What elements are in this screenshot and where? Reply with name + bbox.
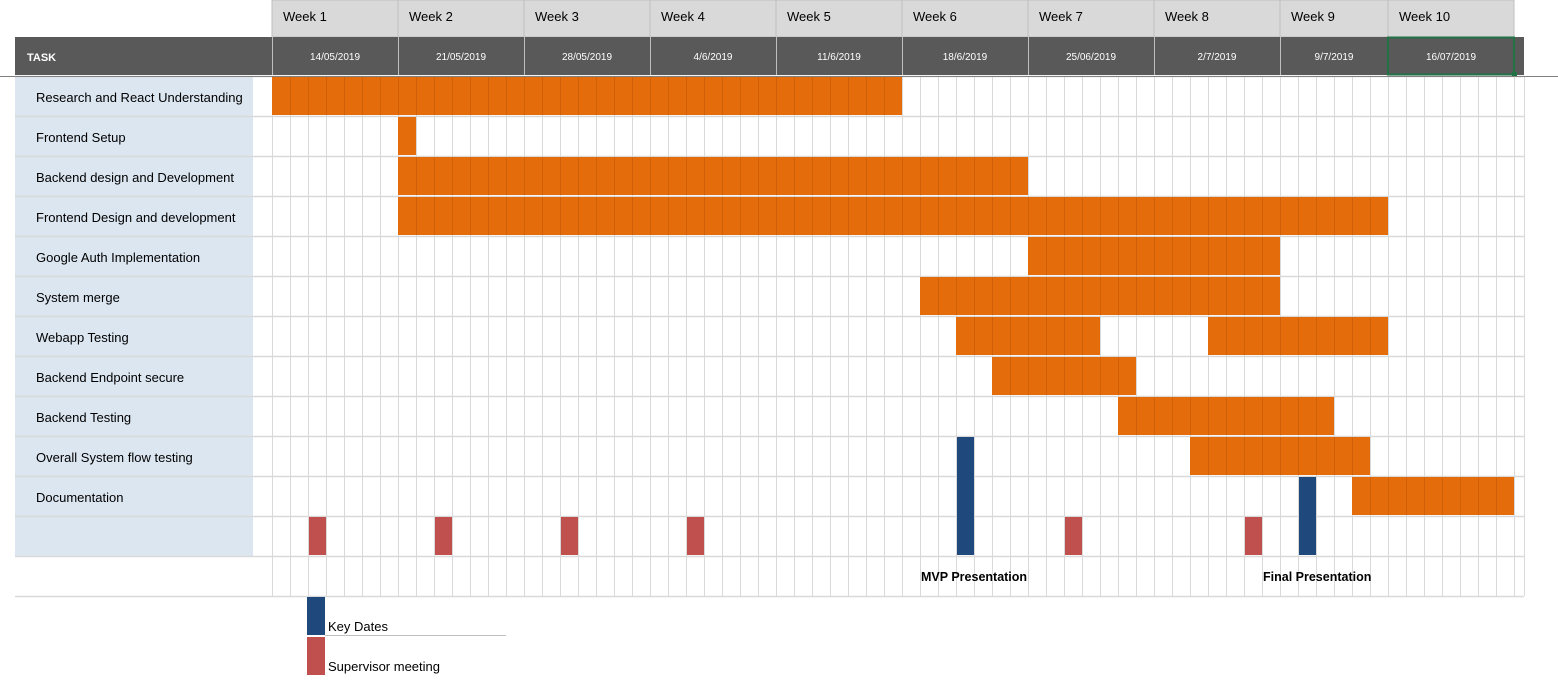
week-label: Week 5	[787, 9, 831, 24]
task-label: Webapp Testing	[36, 330, 129, 345]
supervisor-meeting-marker	[309, 517, 326, 555]
task-label: Backend design and Development	[36, 170, 234, 185]
legend-supervisor-label: Supervisor meeting	[328, 659, 440, 674]
week-label: Week 7	[1039, 9, 1083, 24]
week-date-label: 2/7/2019	[1198, 52, 1237, 63]
week-date-label: 16/07/2019	[1426, 52, 1476, 63]
week-label: Week 9	[1291, 9, 1335, 24]
key-date-annotation: MVP Presentation	[921, 570, 1027, 584]
legend-supervisor-swatch	[307, 637, 325, 675]
week-label: Week 3	[535, 9, 579, 24]
week-header-cell	[397, 0, 525, 38]
task-label: Frontend Setup	[36, 130, 126, 145]
week-date-label: 25/06/2019	[1066, 52, 1116, 63]
task-label: Backend Endpoint secure	[36, 370, 184, 385]
task-label: System merge	[36, 290, 120, 305]
selection-handle	[1512, 72, 1517, 77]
week-date-label: 4/6/2019	[694, 52, 733, 63]
task-bar	[1352, 477, 1514, 515]
task-bars	[272, 77, 1514, 515]
task-label: Google Auth Implementation	[36, 250, 200, 265]
date-header-band	[15, 37, 1524, 75]
week-date-label: 9/7/2019	[1315, 52, 1354, 63]
supervisor-meeting-marker	[687, 517, 704, 555]
supervisor-meeting-marker	[435, 517, 452, 555]
task-label: Backend Testing	[36, 410, 131, 425]
key-date-annotation: Final Presentation	[1263, 570, 1371, 584]
week-date-label: 28/05/2019	[562, 52, 612, 63]
week-date-label: 21/05/2019	[436, 52, 486, 63]
selected-cell-outline	[1387, 36, 1515, 76]
week-header-cell	[1153, 0, 1281, 38]
week-header-cell	[775, 0, 903, 38]
key-date-marker	[957, 437, 974, 555]
task-bar	[398, 197, 1388, 235]
task-bar	[398, 117, 416, 155]
task-bar	[272, 77, 902, 115]
task-label: Overall System flow testing	[36, 450, 193, 465]
legend-key-dates-label: Key Dates	[328, 619, 388, 634]
week-date-label: 18/6/2019	[943, 52, 988, 63]
task-label: Documentation	[36, 490, 123, 505]
task-label: Frontend Design and development	[36, 210, 236, 225]
timeline-header: Week 1 Week 2 Week 3 Week 4 Week 5 Week 6 Week…	[0, 0, 1558, 77]
supervisor-meeting-marker	[1065, 517, 1082, 555]
supervisor-meeting-marker	[561, 517, 578, 555]
key-date-marker	[1299, 477, 1316, 555]
week-date-label: 11/6/2019	[817, 52, 861, 63]
week-label: Week 8	[1165, 9, 1209, 24]
chart-text: Research and React Understanding Frontend…	[36, 90, 1371, 584]
milestone-markers	[309, 437, 1316, 555]
week-label: Week 1	[283, 9, 327, 24]
task-bar	[398, 157, 1028, 195]
week-label: Week 2	[409, 9, 453, 24]
week-header-cell	[1387, 0, 1515, 38]
week-header-cell	[271, 0, 399, 38]
task-header-label: TASK	[27, 52, 56, 64]
week-date-label: 14/05/2019	[310, 52, 360, 63]
supervisor-meeting-marker	[1245, 517, 1262, 555]
week-header-cell	[1279, 0, 1389, 38]
task-label: Research and React Understanding	[36, 90, 243, 105]
week-label: Week 6	[913, 9, 957, 24]
week-label: Week 4	[661, 9, 705, 24]
legend-key-dates-swatch	[307, 597, 325, 635]
legend: Key Dates Supervisor meeting	[307, 597, 506, 675]
week-label: Week 10	[1399, 9, 1450, 24]
